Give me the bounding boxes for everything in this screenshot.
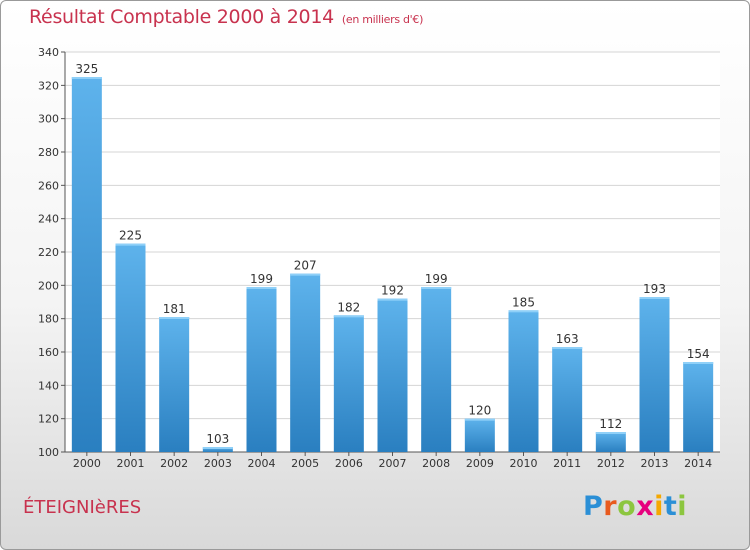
bar-highlight [683, 362, 714, 364]
data-label: 207 [294, 259, 317, 273]
bar [552, 347, 583, 452]
bar [246, 287, 277, 452]
x-tick-label: 2012 [597, 457, 625, 470]
bar-highlight [333, 315, 364, 318]
logo-letter: x [636, 491, 655, 522]
bar-highlight [159, 317, 190, 319]
y-tick-label: 240 [38, 213, 59, 226]
data-label: 103 [206, 432, 229, 446]
bar [377, 298, 408, 452]
bar-highlight [552, 347, 583, 349]
y-tick-label: 220 [38, 246, 59, 259]
data-label: 192 [381, 284, 404, 298]
data-label: 120 [468, 404, 491, 418]
bar [71, 77, 102, 452]
bar-highlight [639, 297, 670, 299]
chart-title-text: Résultat Comptable 2000 à 2014 [29, 6, 334, 28]
data-label: 199 [425, 272, 448, 286]
bar-highlight [115, 243, 146, 246]
bar [333, 315, 364, 452]
data-label: 181 [163, 302, 186, 316]
bar [159, 317, 190, 452]
bar [464, 418, 495, 452]
data-label: 185 [512, 295, 535, 309]
data-label: 199 [250, 272, 273, 286]
x-tick-label: 2006 [335, 457, 363, 470]
bar [290, 273, 321, 452]
x-tick-label: 2013 [641, 457, 669, 470]
bar-highlight [290, 273, 321, 276]
bar-highlight [377, 298, 408, 301]
bar [202, 447, 233, 452]
bar-highlight [246, 287, 277, 289]
x-tick-label: 2009 [466, 457, 494, 470]
data-label: 182 [337, 300, 360, 314]
y-tick-label: 180 [38, 313, 59, 326]
bar [508, 310, 539, 452]
bar-highlight [421, 287, 452, 289]
y-tick-label: 200 [38, 279, 59, 292]
x-tick-label: 2005 [291, 457, 319, 470]
x-tick-label: 2004 [248, 457, 276, 470]
chart-title: Résultat Comptable 2000 à 2014 (en millie… [29, 6, 423, 28]
logo-letter: r [603, 491, 618, 522]
bar [683, 362, 714, 452]
unit-label: (en milliers d'€) [341, 13, 424, 26]
x-tick-label: 2014 [684, 457, 712, 470]
logo-letter: P [583, 491, 604, 522]
bar-highlight [464, 418, 495, 421]
data-label: 154 [687, 347, 710, 361]
bar-highlight [595, 432, 626, 434]
bar-highlight [202, 447, 233, 449]
data-label: 163 [556, 332, 579, 346]
y-tick-label: 300 [38, 113, 59, 126]
x-tick-label: 2011 [553, 457, 581, 470]
logo-letter: t [663, 491, 678, 522]
bar [115, 243, 146, 452]
logo-letter: i [677, 491, 688, 522]
proxiti-logo: Proxiti [583, 491, 687, 522]
y-tick-label: 260 [38, 179, 59, 192]
data-label: 325 [75, 62, 98, 76]
y-tick-label: 140 [38, 379, 59, 392]
y-tick-label: 120 [38, 413, 59, 426]
data-label: 225 [119, 229, 142, 243]
y-tick-label: 340 [38, 46, 59, 59]
y-tick-label: 160 [38, 346, 59, 359]
x-tick-label: 2000 [73, 457, 101, 470]
bar [595, 432, 626, 452]
x-tick-label: 2007 [379, 457, 407, 470]
x-tick-label: 2003 [204, 457, 232, 470]
data-label: 193 [643, 282, 666, 296]
y-tick-label: 100 [38, 446, 59, 459]
x-tick-label: 2010 [510, 457, 538, 470]
x-tick-label: 2008 [422, 457, 450, 470]
bar-highlight [508, 310, 539, 313]
y-tick-label: 280 [38, 146, 59, 159]
x-tick-label: 2002 [160, 457, 188, 470]
x-tick-label: 2001 [117, 457, 145, 470]
bar [639, 297, 670, 452]
logo-letter: o [617, 491, 637, 522]
bar-highlight [71, 77, 102, 79]
logo-letter: i [654, 491, 664, 522]
bar [421, 287, 452, 452]
data-label: 112 [599, 417, 622, 431]
commune-name: ÉTEIGNIèRES [23, 497, 142, 518]
y-tick-label: 320 [38, 79, 59, 92]
